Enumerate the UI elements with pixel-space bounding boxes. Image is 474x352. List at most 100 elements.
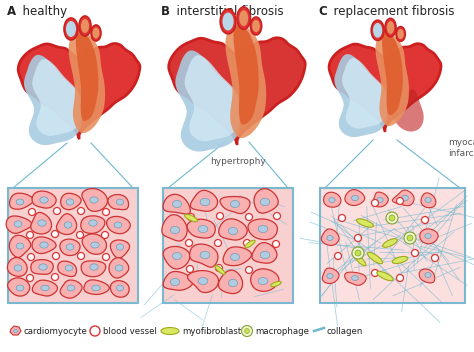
Ellipse shape	[245, 240, 255, 248]
Circle shape	[188, 214, 194, 220]
Polygon shape	[32, 280, 57, 296]
Ellipse shape	[64, 222, 72, 228]
Polygon shape	[6, 216, 32, 233]
Ellipse shape	[250, 17, 262, 35]
Polygon shape	[60, 280, 82, 298]
Ellipse shape	[230, 201, 239, 207]
Polygon shape	[187, 219, 215, 238]
Polygon shape	[32, 237, 56, 253]
Polygon shape	[10, 326, 21, 335]
Polygon shape	[18, 44, 140, 138]
Ellipse shape	[327, 274, 333, 278]
Ellipse shape	[401, 195, 409, 201]
Polygon shape	[234, 25, 259, 125]
Polygon shape	[32, 59, 82, 136]
Polygon shape	[329, 44, 441, 131]
Ellipse shape	[377, 271, 393, 281]
Ellipse shape	[66, 244, 74, 250]
Circle shape	[27, 253, 35, 260]
Ellipse shape	[66, 199, 74, 205]
Polygon shape	[254, 189, 278, 213]
Circle shape	[90, 326, 100, 336]
Ellipse shape	[64, 18, 78, 40]
Polygon shape	[321, 229, 339, 245]
Circle shape	[431, 254, 438, 262]
Ellipse shape	[392, 257, 408, 264]
Ellipse shape	[329, 197, 335, 202]
Ellipse shape	[40, 242, 48, 248]
Ellipse shape	[81, 19, 89, 33]
Polygon shape	[107, 216, 130, 234]
Ellipse shape	[115, 265, 123, 271]
Circle shape	[186, 265, 193, 272]
Ellipse shape	[66, 21, 76, 37]
Polygon shape	[187, 271, 219, 293]
Polygon shape	[163, 271, 193, 290]
Polygon shape	[76, 32, 99, 121]
Text: A: A	[7, 5, 16, 18]
Circle shape	[215, 239, 221, 246]
Circle shape	[244, 239, 250, 246]
Polygon shape	[8, 278, 30, 296]
Circle shape	[355, 250, 361, 256]
Ellipse shape	[230, 253, 239, 260]
Ellipse shape	[352, 276, 358, 281]
Polygon shape	[375, 30, 409, 126]
Polygon shape	[9, 235, 31, 257]
Polygon shape	[108, 195, 128, 210]
Polygon shape	[169, 38, 305, 144]
Ellipse shape	[222, 13, 234, 31]
Circle shape	[407, 235, 413, 241]
Circle shape	[53, 252, 60, 259]
Ellipse shape	[41, 285, 49, 291]
Text: collagen: collagen	[327, 327, 364, 335]
Ellipse shape	[173, 201, 182, 207]
Text: cardiomyocyte: cardiomyocyte	[24, 327, 88, 335]
Circle shape	[27, 275, 34, 282]
Polygon shape	[372, 192, 388, 207]
Circle shape	[52, 231, 58, 238]
Polygon shape	[9, 193, 33, 209]
Ellipse shape	[198, 226, 208, 233]
Polygon shape	[185, 55, 240, 141]
Ellipse shape	[40, 197, 48, 203]
Ellipse shape	[258, 277, 268, 284]
Text: blood vessel: blood vessel	[103, 327, 157, 335]
Polygon shape	[8, 258, 27, 276]
Ellipse shape	[171, 226, 180, 234]
Ellipse shape	[220, 9, 236, 34]
Polygon shape	[32, 191, 56, 208]
Polygon shape	[109, 258, 129, 278]
Polygon shape	[61, 193, 81, 210]
Polygon shape	[252, 243, 277, 263]
Circle shape	[386, 212, 398, 224]
Circle shape	[389, 215, 395, 221]
Polygon shape	[342, 58, 387, 128]
Polygon shape	[84, 280, 109, 295]
Text: C: C	[318, 5, 327, 18]
Ellipse shape	[373, 23, 382, 38]
Ellipse shape	[425, 272, 431, 277]
Polygon shape	[110, 281, 129, 297]
Polygon shape	[345, 272, 366, 285]
Ellipse shape	[215, 265, 225, 275]
Ellipse shape	[354, 254, 366, 266]
Text: healthy: healthy	[15, 5, 67, 18]
Ellipse shape	[39, 264, 47, 270]
Ellipse shape	[89, 220, 97, 226]
Polygon shape	[324, 192, 341, 207]
Ellipse shape	[16, 243, 24, 249]
Circle shape	[404, 232, 416, 244]
Circle shape	[355, 234, 362, 241]
Text: hypertrophy: hypertrophy	[210, 157, 266, 166]
Ellipse shape	[161, 327, 179, 334]
Circle shape	[102, 208, 109, 215]
Polygon shape	[81, 216, 105, 233]
Polygon shape	[175, 50, 240, 152]
Polygon shape	[60, 239, 80, 256]
Polygon shape	[419, 269, 435, 283]
Polygon shape	[69, 29, 105, 133]
Circle shape	[101, 232, 109, 239]
Ellipse shape	[117, 244, 124, 250]
Polygon shape	[162, 215, 187, 241]
